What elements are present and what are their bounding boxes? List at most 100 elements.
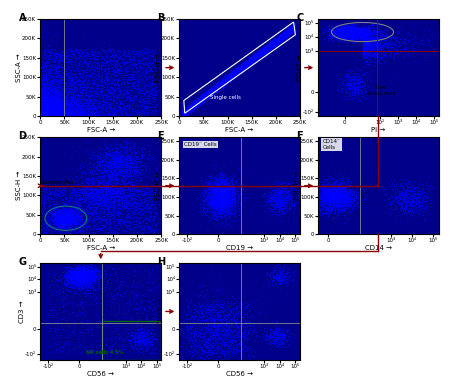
Point — [59, 211, 66, 218]
Point — [284, 31, 292, 37]
Point — [228, 210, 235, 216]
Point — [77, 271, 85, 277]
Point — [248, 56, 256, 62]
Point — [210, 329, 218, 335]
Point — [41, 104, 48, 110]
Point — [274, 35, 282, 41]
Point — [90, 190, 97, 196]
Point — [58, 216, 66, 222]
Point — [66, 86, 73, 92]
Point — [198, 98, 206, 104]
Point — [215, 190, 222, 196]
Point — [63, 214, 70, 220]
Point — [252, 56, 260, 62]
Point — [100, 77, 108, 83]
Point — [270, 37, 277, 43]
Point — [351, 30, 359, 36]
Point — [63, 209, 70, 215]
Point — [55, 101, 63, 107]
Point — [219, 200, 227, 206]
Point — [273, 270, 281, 276]
Point — [145, 215, 153, 221]
Point — [413, 34, 421, 40]
Point — [345, 201, 352, 207]
Point — [115, 67, 122, 73]
Point — [202, 325, 210, 331]
Point — [344, 27, 351, 33]
Point — [57, 95, 65, 101]
Point — [53, 104, 61, 110]
Point — [57, 265, 64, 271]
Point — [223, 343, 231, 349]
Point — [363, 37, 371, 43]
Point — [212, 194, 220, 200]
Point — [141, 334, 149, 340]
Point — [48, 106, 56, 112]
Point — [59, 101, 67, 107]
Point — [114, 113, 122, 119]
Point — [81, 189, 88, 195]
Point — [58, 105, 66, 111]
Point — [57, 98, 64, 104]
Point — [235, 344, 243, 350]
Point — [276, 280, 283, 287]
Point — [126, 161, 133, 167]
Point — [320, 181, 328, 187]
Point — [213, 349, 221, 355]
Point — [79, 271, 86, 277]
Point — [80, 103, 88, 109]
Point — [63, 218, 71, 224]
Point — [343, 24, 350, 30]
Point — [74, 277, 82, 283]
Point — [82, 273, 89, 279]
Point — [324, 193, 331, 199]
Point — [82, 269, 90, 275]
Point — [209, 213, 217, 219]
Point — [291, 24, 298, 30]
Point — [73, 283, 81, 290]
Point — [79, 277, 86, 283]
Point — [52, 218, 60, 224]
Point — [352, 27, 360, 33]
Point — [247, 60, 255, 66]
Point — [45, 102, 53, 108]
Point — [335, 195, 343, 201]
Point — [238, 333, 246, 339]
Point — [278, 36, 286, 42]
Point — [279, 264, 287, 271]
Point — [82, 274, 90, 280]
Point — [53, 88, 61, 94]
Point — [58, 215, 66, 221]
Point — [322, 33, 330, 39]
Point — [339, 202, 347, 208]
Point — [57, 216, 65, 223]
Point — [134, 75, 141, 81]
Point — [235, 347, 243, 353]
Point — [330, 186, 338, 192]
Point — [371, 34, 378, 40]
Point — [333, 24, 340, 30]
Point — [114, 331, 121, 337]
Point — [349, 34, 356, 40]
Point — [50, 108, 58, 114]
Point — [97, 269, 104, 275]
Point — [262, 42, 269, 48]
Point — [214, 199, 221, 205]
Point — [224, 200, 231, 207]
Point — [314, 183, 322, 189]
Point — [283, 31, 290, 37]
Point — [60, 221, 68, 227]
Point — [328, 191, 336, 197]
Point — [104, 62, 111, 68]
Point — [72, 269, 79, 275]
Point — [210, 90, 218, 96]
Point — [37, 79, 45, 85]
Point — [364, 45, 372, 51]
Point — [211, 187, 219, 194]
Point — [285, 25, 292, 31]
Point — [351, 32, 358, 38]
Point — [229, 67, 237, 74]
Point — [354, 86, 361, 92]
Point — [73, 103, 81, 109]
Point — [346, 31, 354, 37]
